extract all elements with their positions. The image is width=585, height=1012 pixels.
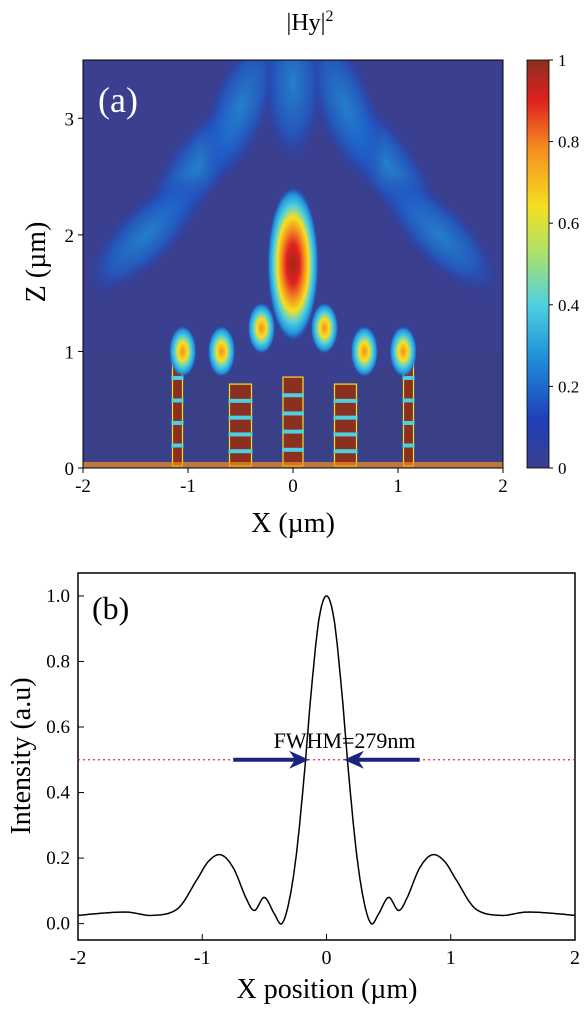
colorbar-tick-label: 0.6 [558,214,579,233]
field-ray [379,174,501,296]
line-y-tick-label: 0.8 [46,651,70,672]
heatmap-field [83,60,503,468]
pillar [228,383,253,467]
heatmap-x-tick-label: 0 [288,476,298,497]
line-x-tick-label: -2 [70,947,87,969]
heatmap-x-tick-label: 1 [393,476,403,497]
field-ray [85,174,207,296]
colorbar-tick-label: 0 [558,459,567,478]
fwhm-arrow-head [289,750,310,769]
side-lobe [310,302,339,355]
line-panel-label: (b) [92,590,129,626]
line-x-tick-label: 1 [446,947,456,969]
pillar-node [171,420,184,425]
heatmap-x-tick-label: -1 [180,476,196,497]
pillar-node [171,398,184,403]
line-y-tick-label: 0.2 [46,848,70,869]
pillar [282,376,304,467]
heatmap-title: |Hy|2 [287,8,334,36]
pillar-node [333,432,358,437]
side-lobe [350,325,379,378]
line-y-tick-label: 0.0 [46,914,70,935]
line-y-tick-label: 1.0 [46,586,70,607]
pillar-node [228,398,253,403]
line-y-tick-label: 0.6 [46,717,70,738]
heatmap-y-tick-label: 1 [65,342,75,363]
pillar-node [402,420,415,425]
bottom-interface [83,462,503,468]
pillar-node [228,415,253,420]
pillar-node [228,432,253,437]
pillar-node [171,375,184,380]
pillar-node [402,375,415,380]
intensity-line [77,595,576,925]
heatmap-title-superscript: 2 [325,8,333,25]
pillar-node [282,429,304,434]
field-ray [263,60,323,164]
side-lobe [207,325,236,378]
pillar-node [228,449,253,454]
line-xlabel: X position (µm) [236,974,417,1005]
line-x-tick-label: -1 [194,947,211,969]
colorbar-tick-label: 0.8 [558,133,579,152]
line-ylabel: Intensity (a.u) [6,677,37,834]
pillar [333,383,358,467]
pillar-node [333,415,358,420]
heatmap-y-tick-label: 3 [65,109,75,130]
heatmap-y-tick-label: 2 [65,226,75,247]
field-ray [306,60,385,183]
pillar-node [333,398,358,403]
heatmap-xlabel: X (µm) [251,508,335,539]
pillar-node [171,443,184,448]
heatmap-ylabel: Z (µm) [21,222,52,303]
side-lobe [168,325,197,378]
heatmap-y-tick-label: 0 [65,459,75,480]
heatmap-x-tick-label: 2 [498,476,508,497]
pillar-node [282,447,304,452]
heatmap-panel-label: (a) [98,80,138,120]
side-lobe [247,302,276,355]
line-y-tick-label: 0.4 [46,783,70,804]
pillar-node [402,398,415,403]
colorbar-tick-label: 1 [558,51,567,70]
fwhm-annotation: FWHM=279nm [274,728,416,753]
pillar-node [402,443,415,448]
pillar-node [282,393,304,398]
pillar-node [282,411,304,416]
heatmap-title-base: |Hy| [287,10,326,36]
fwhm-arrow-head [343,750,364,769]
colorbar-tick-label: 0.4 [558,296,580,315]
side-lobe [389,325,418,378]
field-ray [201,60,280,183]
heatmap-x-tick-label: -2 [75,476,91,497]
colorbar [526,59,550,469]
line-x-tick-label: 0 [322,947,332,969]
colorbar-tick-label: 0.2 [558,377,579,396]
pillar-node [333,449,358,454]
focal-spot [267,186,319,342]
line-x-tick-label: 2 [570,947,580,969]
line-frame [77,572,576,941]
line-panel: -2 -1 0 1 2 0.0 0.2 0.4 0.6 0.8 1.0 FWHM=279nm (b)… [6,572,580,1005]
